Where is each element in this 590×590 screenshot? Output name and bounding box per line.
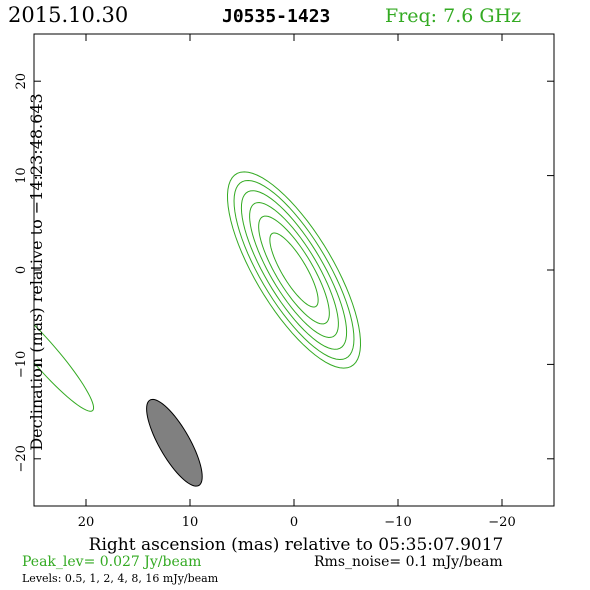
beam-ellipse bbox=[146, 398, 203, 487]
contour-level-2 bbox=[240, 190, 348, 350]
x-axis-label: Right ascension (mas) relative to 05:35:… bbox=[89, 535, 504, 555]
x-tick-labels: 20 10 0 −10 −20 bbox=[78, 515, 516, 530]
axis-ticks bbox=[34, 34, 554, 506]
observation-date: 2015.10.30 bbox=[8, 3, 128, 27]
secondary-contour bbox=[34, 324, 95, 412]
secondary-contour-line bbox=[34, 324, 95, 412]
contour-level-1 bbox=[233, 179, 355, 361]
frequency-label: Freq: 7.6 GHz bbox=[385, 5, 521, 27]
contour-level-8 bbox=[258, 215, 330, 325]
x-tick-label: 20 bbox=[78, 515, 95, 530]
peak-level: Peak_lev= 0.027 Jy/beam bbox=[22, 554, 201, 570]
y-tick-label: 0 bbox=[14, 266, 29, 274]
y-axis-label: Declination (mas) relative to −14:23:48.… bbox=[27, 93, 46, 450]
x-tick-label: 0 bbox=[290, 515, 298, 530]
y-tick-label: −20 bbox=[14, 445, 29, 472]
x-tick-label: −10 bbox=[384, 515, 411, 530]
contour-level-0_5 bbox=[226, 171, 362, 369]
plot-frame bbox=[33, 33, 555, 507]
contour-levels: Levels: 0.5, 1, 2, 4, 8, 16 mJy/beam bbox=[22, 572, 219, 585]
y-tick-label: −10 bbox=[14, 351, 29, 378]
rms-noise: Rms_noise= 0.1 mJy/beam bbox=[314, 554, 503, 570]
contour-level-4 bbox=[249, 202, 339, 338]
source-contours bbox=[226, 171, 362, 369]
y-tick-labels: 20 10 0 −10 −20 bbox=[14, 73, 29, 473]
y-tick-label: 10 bbox=[14, 167, 29, 184]
y-tick-label: 20 bbox=[14, 73, 29, 90]
contour-level-16 bbox=[269, 232, 319, 308]
x-tick-label: 10 bbox=[182, 515, 199, 530]
restoring-beam bbox=[146, 398, 203, 487]
x-tick-label: −20 bbox=[488, 515, 515, 530]
source-name: J0535-1423 bbox=[222, 6, 330, 27]
